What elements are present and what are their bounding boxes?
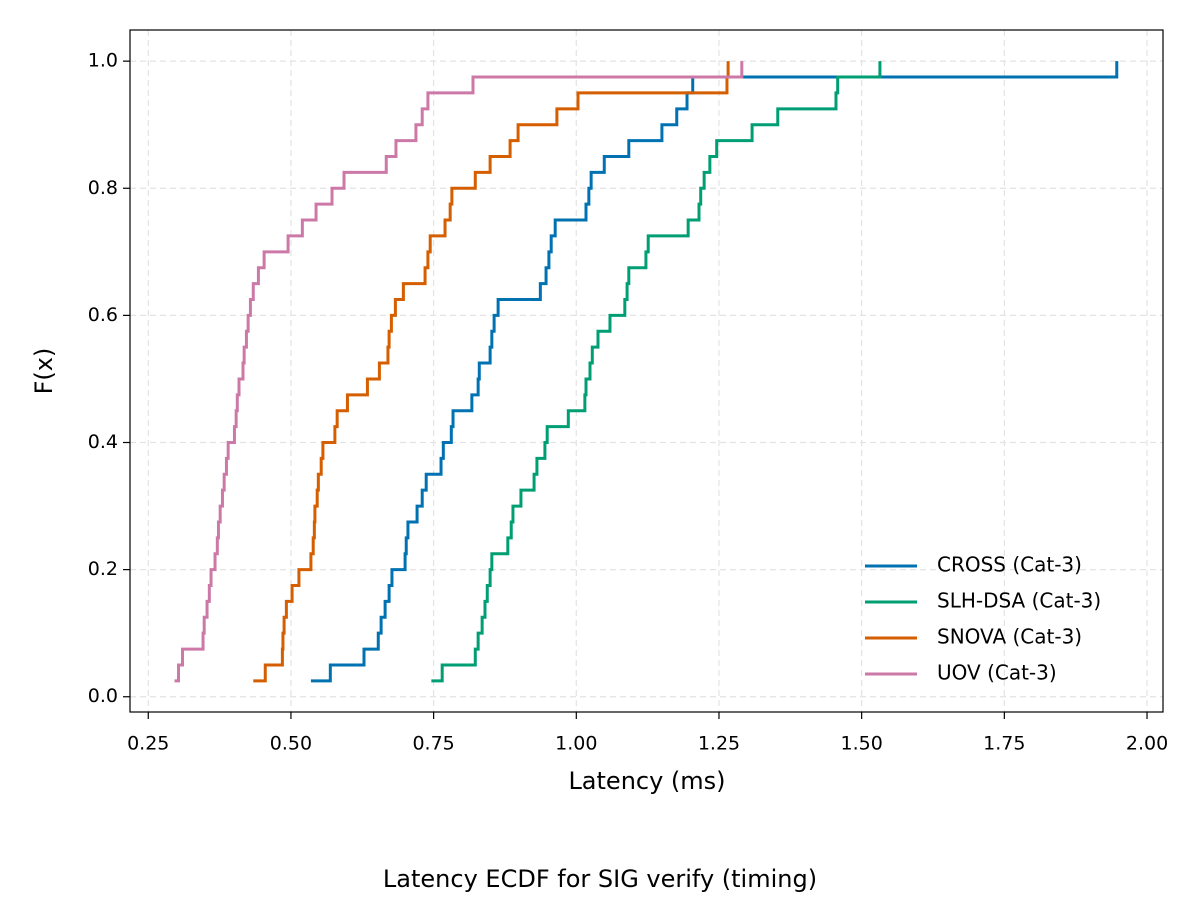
ecdf-line (310, 61, 1119, 683)
chart-title: Latency ECDF for SIG verify (timing) (383, 865, 817, 893)
y-axis-label: F(x) (30, 348, 58, 395)
x-tick-label: 0.25 (127, 733, 169, 755)
x-tick-label: 0.50 (270, 733, 312, 755)
y-tick-label: 0.0 (88, 685, 118, 707)
x-axis-label: Latency (ms) (568, 767, 725, 795)
legend: CROSS (Cat-3) SLH-DSA (Cat-3) SNOVA (Cat-3… (865, 553, 1101, 685)
ecdf-line (253, 61, 730, 683)
plot-frame (129, 29, 1164, 713)
y-tick-label: 1.0 (88, 50, 118, 72)
legend-label: UOV (Cat-3) (937, 661, 1057, 685)
y-tick-label: 0.2 (88, 558, 118, 580)
ecdf-line (174, 61, 744, 683)
y-tick-label: 0.6 (88, 304, 118, 326)
x-tick-label: 2.00 (1126, 733, 1168, 755)
ecdf-line (431, 61, 882, 683)
y-tick-label: 0.4 (88, 431, 118, 453)
x-tick-label: 1.25 (698, 733, 740, 755)
x-tick-label: 1.75 (983, 733, 1025, 755)
x-tick-label: 1.50 (841, 733, 883, 755)
x-tick-label: 0.75 (412, 733, 454, 755)
legend-label: SLH-DSA (Cat-3) (937, 589, 1101, 613)
legend-label: CROSS (Cat-3) (937, 553, 1082, 577)
x-tick-label: 1.00 (555, 733, 597, 755)
y-tick-label: 0.8 (88, 177, 118, 199)
legend-label: SNOVA (Cat-3) (937, 625, 1082, 649)
